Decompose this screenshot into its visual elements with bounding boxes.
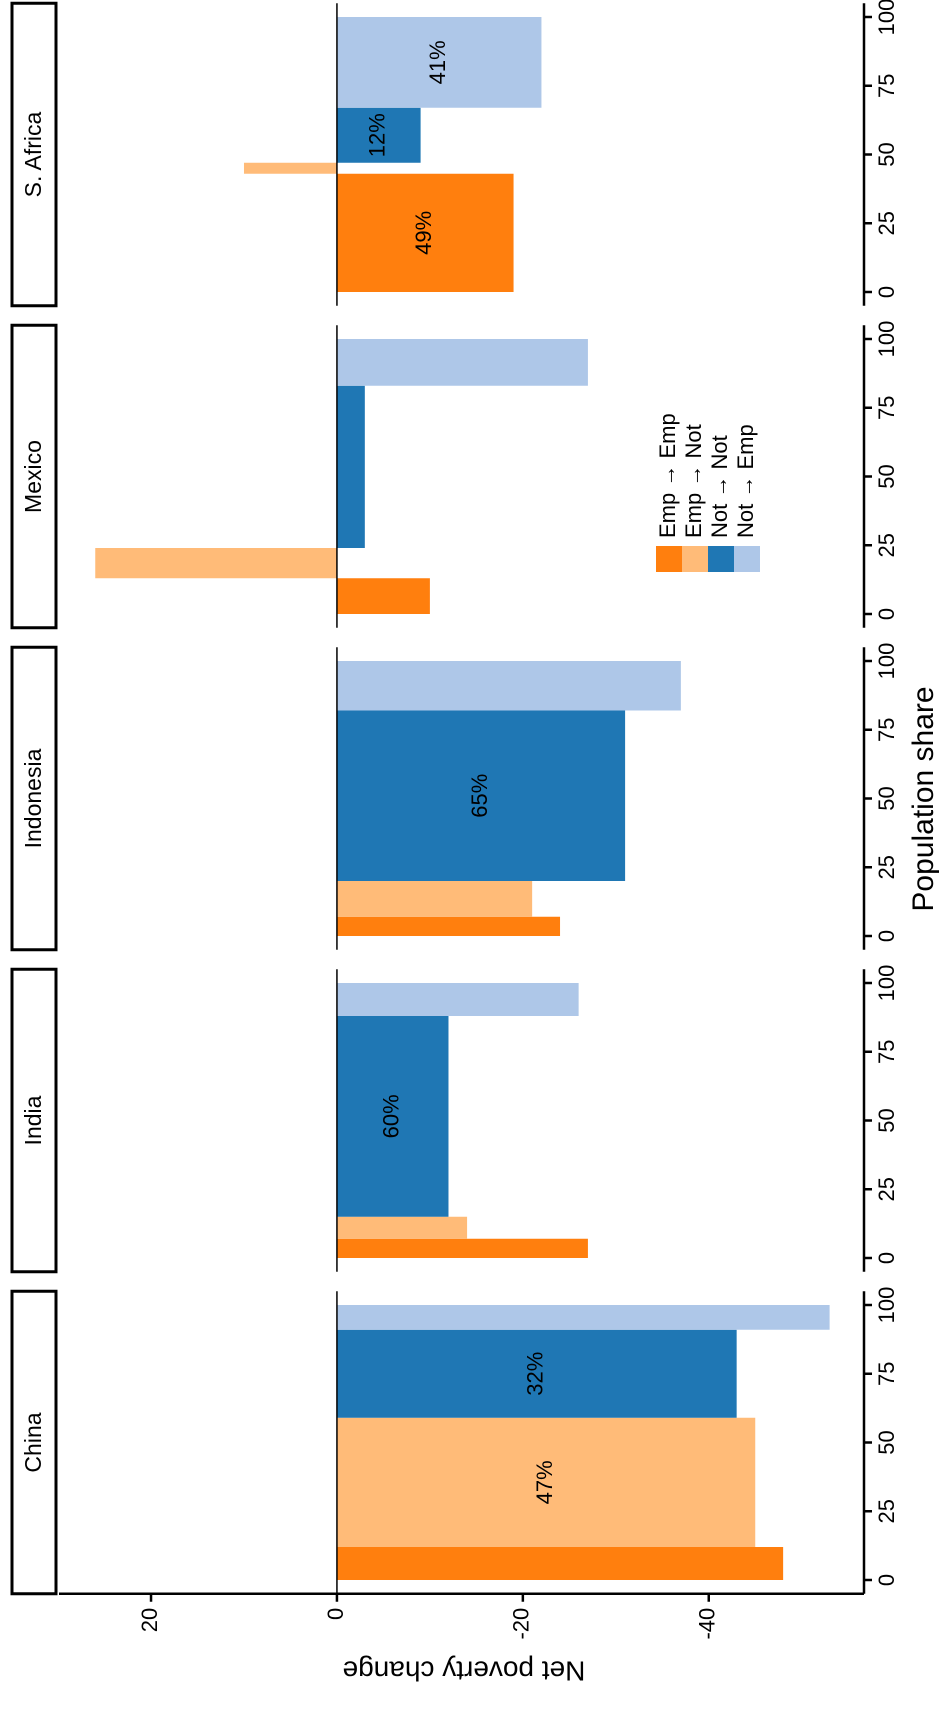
x-tick-label: 25 (874, 533, 899, 557)
x-tick-label: 25 (874, 1177, 899, 1201)
x-tick-label: 75 (874, 718, 899, 742)
bar-label: 65% (467, 774, 492, 818)
x-tick-label: 25 (874, 211, 899, 235)
x-tick-label: 75 (874, 74, 899, 98)
facet-label: China (20, 1412, 46, 1472)
x-tick-label: 0 (874, 1252, 899, 1264)
bar (336, 1329, 737, 1418)
facet-label: S. Africa (20, 111, 46, 197)
legend-key (656, 546, 682, 572)
bar-label: 41% (425, 40, 450, 84)
bar (336, 578, 430, 614)
bar (336, 710, 626, 881)
bar (336, 983, 579, 1016)
bar (336, 107, 421, 163)
x-axis-title: Population share (907, 686, 940, 911)
x-tick-label: 0 (874, 608, 899, 620)
bar-label: 32% (523, 1352, 548, 1396)
x-tick-label: 50 (874, 1430, 899, 1454)
x-tick-label: 0 (874, 930, 899, 942)
bar (336, 1305, 830, 1330)
legend-key (734, 546, 760, 572)
bar-label: 60% (379, 1094, 404, 1138)
facet-strip (10, 1, 58, 308)
bar-label: 12% (365, 113, 390, 157)
facet-strip (10, 645, 58, 952)
x-tick-label: 50 (874, 1108, 899, 1132)
y-axis-title: Net poverty change (343, 1656, 586, 1687)
legend-label: Not → Not (707, 435, 732, 538)
x-tick-label: 100 (874, 321, 899, 358)
legend-key (682, 546, 708, 572)
bar (336, 881, 533, 917)
bar (336, 1417, 756, 1547)
facet-strip (10, 323, 58, 630)
bar (336, 385, 365, 548)
bar (243, 162, 337, 174)
bar (95, 548, 337, 579)
x-tick-label: 100 (874, 643, 899, 680)
bar (336, 1016, 449, 1217)
bar (336, 1547, 784, 1580)
x-tick-label: 25 (874, 1499, 899, 1523)
x-tick-label: 25 (874, 855, 899, 879)
x-tick-label: 75 (874, 1040, 899, 1064)
facet-strip (10, 967, 58, 1274)
y-tick-label: -20 (509, 1608, 534, 1640)
y-tick-label: -40 (695, 1608, 720, 1640)
bar (336, 173, 514, 292)
facet-label: India (20, 1095, 46, 1145)
legend-label: Emp → Not (681, 424, 706, 538)
y-tick-label: 0 (323, 1608, 348, 1620)
legend-label: Emp → Emp (655, 413, 680, 538)
bar (336, 661, 681, 711)
facet-label: Indonesia (20, 748, 46, 848)
bar (336, 339, 588, 386)
x-tick-label: 100 (874, 1287, 899, 1324)
bar (336, 17, 542, 108)
x-tick-label: 50 (874, 464, 899, 488)
x-tick-label: 50 (874, 786, 899, 810)
x-tick-label: 75 (874, 1362, 899, 1386)
facet-strip (10, 1289, 58, 1596)
x-tick-label: 0 (874, 1574, 899, 1586)
x-tick-label: 75 (874, 396, 899, 420)
bar (336, 1216, 468, 1239)
bar (336, 1238, 588, 1258)
x-tick-label: 50 (874, 142, 899, 166)
legend-key (708, 546, 734, 572)
x-tick-label: 0 (874, 286, 899, 298)
bar-label: 47% (532, 1460, 557, 1504)
x-tick-label: 100 (874, 965, 899, 1002)
bar-label: 49% (411, 211, 436, 255)
bar (336, 916, 561, 936)
facet-label: Mexico (20, 440, 46, 513)
x-tick-label: 100 (874, 0, 899, 35)
legend-label: Not → Emp (733, 424, 758, 538)
y-tick-label: 20 (137, 1608, 162, 1632)
